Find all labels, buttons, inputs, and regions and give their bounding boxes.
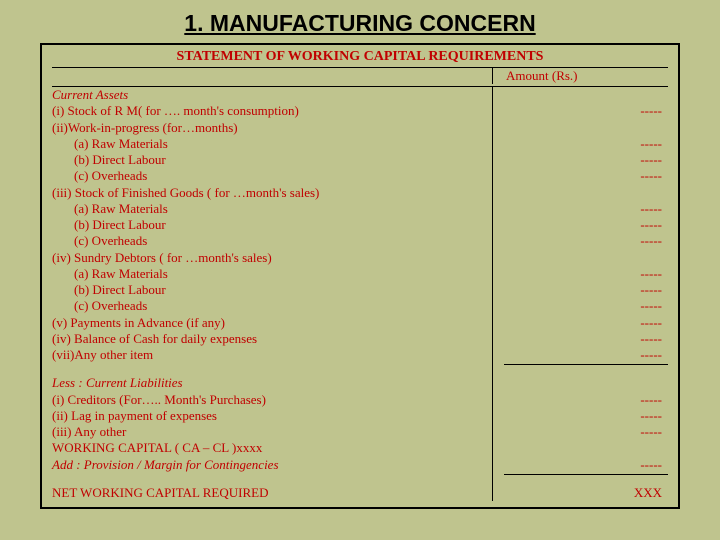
line-current-assets: Current Assets — [52, 87, 668, 103]
label: (iv) Sundry Debtors ( for …month's sales… — [52, 250, 492, 266]
value: ----- — [504, 217, 668, 233]
line-item: (i) Stock of R M( for …. month's consump… — [52, 103, 668, 119]
line-item: (ii) Lag in payment of expenses ----- — [52, 408, 668, 424]
label: (iii) Any other — [52, 424, 492, 440]
amount-header: Amount (Rs.) — [504, 68, 668, 84]
line-item: WORKING CAPITAL ( CA – CL )xxxx — [52, 440, 668, 456]
line-item: (a) Raw Materials ----- — [52, 201, 668, 217]
value: ----- — [504, 424, 668, 440]
label: (b) Direct Labour — [52, 217, 492, 233]
label: Less : Current Liabilities — [52, 375, 492, 391]
amount-header-row: Amount (Rs.) — [52, 68, 668, 84]
value: ----- — [504, 103, 668, 119]
label: (vii)Any other item — [52, 347, 492, 363]
label: (b) Direct Labour — [52, 152, 492, 168]
line-item: Add : Provision / Margin for Contingenci… — [52, 457, 668, 473]
line-item: (ii)Work-in-progress (for…months) — [52, 120, 668, 136]
label: (iii) Stock of Finished Goods ( for …mon… — [52, 185, 492, 201]
line-item: (b) Direct Labour ----- — [52, 217, 668, 233]
value: XXX — [504, 485, 668, 501]
label: (i) Stock of R M( for …. month's consump… — [52, 103, 492, 119]
line-item: (a) Raw Materials ----- — [52, 136, 668, 152]
value: ----- — [504, 347, 668, 363]
line-item: (b) Direct Labour ----- — [52, 282, 668, 298]
value: ----- — [504, 168, 668, 184]
label: NET WORKING CAPITAL REQUIRED — [52, 485, 492, 501]
line-item: (c) Overheads ----- — [52, 168, 668, 184]
gap — [52, 475, 668, 485]
label: (i) Creditors (For….. Month's Purchases) — [52, 392, 492, 408]
line-item: (iv) Sundry Debtors ( for …month's sales… — [52, 250, 668, 266]
label: (ii)Work-in-progress (for…months) — [52, 120, 492, 136]
value: ----- — [504, 282, 668, 298]
value: ----- — [504, 315, 668, 331]
label: (ii) Lag in payment of expenses — [52, 408, 492, 424]
line-item: (vii)Any other item ----- — [52, 347, 668, 363]
line-item: (b) Direct Labour ----- — [52, 152, 668, 168]
label: (c) Overheads — [52, 168, 492, 184]
label: (v) Payments in Advance (if any) — [52, 315, 492, 331]
line-item: (v) Payments in Advance (if any) ----- — [52, 315, 668, 331]
value: ----- — [504, 408, 668, 424]
label: (iv) Balance of Cash for daily expenses — [52, 331, 492, 347]
line-item: (c) Overheads ----- — [52, 233, 668, 249]
value: ----- — [504, 152, 668, 168]
line-net: NET WORKING CAPITAL REQUIRED XXX — [52, 485, 668, 501]
label: (a) Raw Materials — [52, 136, 492, 152]
value: ----- — [504, 136, 668, 152]
value: ----- — [504, 331, 668, 347]
label: WORKING CAPITAL ( CA – CL )xxxx — [52, 440, 492, 456]
line-item: (i) Creditors (For….. Month's Purchases)… — [52, 392, 668, 408]
label: (a) Raw Materials — [52, 201, 492, 217]
label: Current Assets — [52, 87, 492, 103]
statement-frame: STATEMENT OF WORKING CAPITAL REQUIREMENT… — [40, 43, 680, 509]
line-item: (iv) Balance of Cash for daily expenses … — [52, 331, 668, 347]
gap — [52, 365, 668, 375]
label: (a) Raw Materials — [52, 266, 492, 282]
value: ----- — [504, 298, 668, 314]
line-item: (iii) Stock of Finished Goods ( for …mon… — [52, 185, 668, 201]
line-item: (a) Raw Materials ----- — [52, 266, 668, 282]
line-less: Less : Current Liabilities — [52, 375, 668, 391]
label: (c) Overheads — [52, 233, 492, 249]
label: Add : Provision / Margin for Contingenci… — [52, 457, 492, 473]
value: ----- — [504, 457, 668, 473]
page-title: 1. MANUFACTURING CONCERN — [0, 0, 720, 43]
value: ----- — [504, 266, 668, 282]
label: (b) Direct Labour — [52, 282, 492, 298]
statement-subtitle: STATEMENT OF WORKING CAPITAL REQUIREMENT… — [52, 49, 668, 65]
line-item: (iii) Any other ----- — [52, 424, 668, 440]
value: ----- — [504, 233, 668, 249]
line-item: (c) Overheads ----- — [52, 298, 668, 314]
label: (c) Overheads — [52, 298, 492, 314]
value: ----- — [504, 201, 668, 217]
value: ----- — [504, 392, 668, 408]
